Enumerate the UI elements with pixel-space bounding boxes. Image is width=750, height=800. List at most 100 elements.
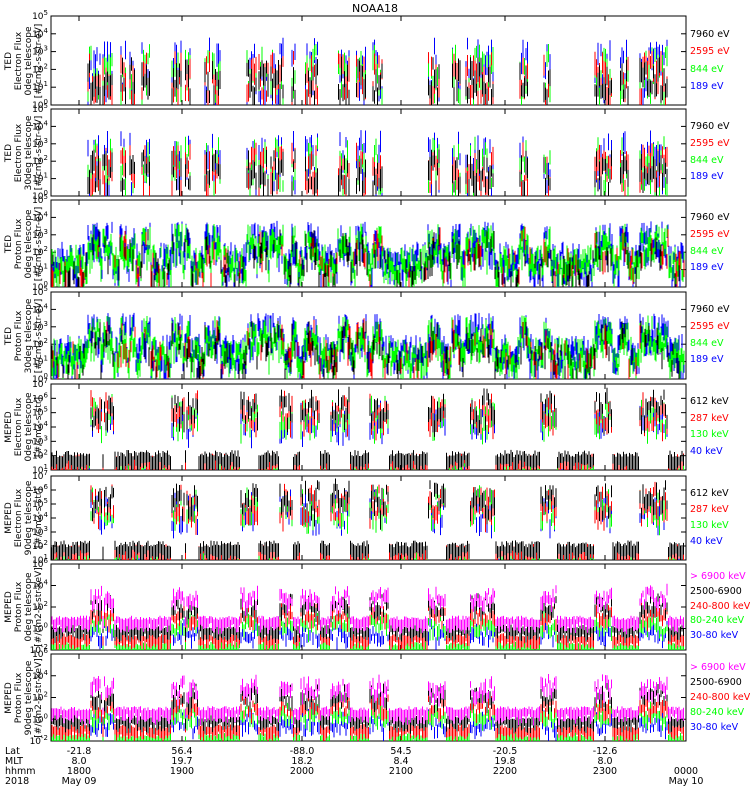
panel-frame (50, 15, 687, 106)
legend-entry: 40 keV (690, 536, 723, 547)
y-axis-label-line: Electron Flux (14, 488, 24, 548)
x-tick-label-date: May 10 (668, 776, 704, 787)
legend-panel-4: 7960 eV 2595 eV 844 eV 189 eV (690, 302, 730, 369)
legend-entry: 2595 eV (690, 46, 730, 58)
y-axis-label-line: MEPED (4, 502, 14, 534)
legend-entry: 7960 eV (690, 29, 730, 40)
y-axis-label-line: 90deg telescope (24, 660, 34, 735)
x-row-label-lat: Lat (5, 746, 20, 757)
legend-panel-3: 7960 eV 2595 eV 844 eV 189 eV (690, 210, 730, 277)
legend-entry: > 6900 keV (690, 662, 746, 673)
figure-title: NOAA18 (351, 2, 399, 15)
x-tick-label-lat: -21.8 (66, 746, 92, 757)
y-axis-label-text: MEPED Electron Flux 90deg telescope [#/cm2-… (4, 481, 44, 556)
x-tick-label-lat: -12.6 (592, 746, 618, 757)
x-row-label-mlt: MLT (5, 756, 23, 767)
y-axis-label-line: [#/cm2-s-str-eV] (34, 206, 44, 281)
y-axis-label-line: Proton Flux (14, 581, 24, 633)
y-axis-label-line: [#/cm2-s-str-eV] (34, 23, 44, 98)
x-tick-label-hhmm: 0000 (673, 766, 699, 777)
data-traces (87, 37, 668, 105)
legend-entry: 30-80 keV (690, 630, 739, 642)
x-tick-label-mlt: 8.4 (393, 756, 409, 767)
y-axis-label-line: TED (4, 143, 14, 162)
legend-entry: 80-240 keV (690, 707, 745, 718)
x-tick-label-lat: -88.0 (289, 746, 315, 757)
y-axis-label-line: Electron Flux (14, 31, 24, 90)
y-axis-label-line: [#/cm2-s-str-eV] (34, 115, 44, 190)
legend-entry: 240-800 keV (690, 692, 750, 703)
legend-entry: 287 keV (690, 412, 729, 424)
legend-entry: 7960 eV (690, 304, 730, 315)
trace-7960-ev (51, 320, 680, 379)
y-axis-label-text: TED Proton Flux 30deg telescope [#/cm2-s-st… (4, 298, 44, 373)
x-row-label-hhmm: hhmm (5, 766, 36, 777)
legend-entry: 844 eV (690, 245, 724, 257)
y-axis-label-line: 30deg telescope (24, 115, 34, 190)
trace-7960-ev (87, 149, 668, 196)
y-axis-label-line: Proton Flux (14, 310, 24, 361)
x-tick-label-mlt: 18.2 (291, 756, 313, 767)
legend-entry: 189 eV (690, 354, 724, 366)
legend-entry: 287 keV (690, 504, 729, 515)
y-axis-label-line: [#/cm2-s-str] (34, 487, 44, 549)
y-axis-label-line: Electron Flux (14, 397, 24, 457)
y-axis-label-line: Proton Flux (14, 218, 24, 269)
legend-entry: 2595 eV (690, 320, 730, 332)
y-axis-label-line: Proton Flux (14, 672, 24, 723)
legend-entry: 2595 eV (690, 137, 730, 149)
legend-entry: 130 keV (690, 520, 729, 531)
data-traces (87, 130, 668, 196)
data-traces (51, 583, 684, 650)
y-axis-label-line: 0deg telescope (24, 208, 34, 279)
y-axis-label-text: MEPED Proton Flux 90deg telescope [#/cm2-s-… (4, 658, 44, 737)
y-axis-label-text: TED Proton Flux 0deg telescope [#/cm2-s-str… (4, 206, 44, 281)
x-tick-label-mlt: 19.7 (171, 756, 193, 767)
x-tick-label-hhmm: 2000 (289, 766, 315, 777)
y-axis-label-line: MEPED (4, 681, 14, 714)
x-tick-label-hhmm: 2300 (592, 766, 618, 777)
x-tick-label-hhmm: 1800 (66, 766, 92, 777)
legend-entry: 80-240 keV (690, 615, 745, 627)
x-tick-label-lat: 54.5 (390, 746, 412, 757)
legend-panel-7: > 6900 keV 2500-6900 240-800 keV 80-240 keV… (690, 570, 750, 644)
legend-entry: > 6900 keV (690, 571, 746, 582)
legend-panel-6: 612 keV 287 keV 130 keV 40 keV (690, 486, 729, 550)
y-axis-label-line: 0deg telescope (24, 572, 34, 642)
y-axis-label-text: TED Electron Flux 30deg telescope [#/cm2-s-… (4, 115, 44, 190)
trace--6900-kev (51, 674, 684, 726)
x-tick-label-lat: -20.5 (492, 746, 518, 757)
y-axis-label-line: [#/cm2-s-str-keV] (34, 657, 44, 738)
legend-entry: 30-80 keV (690, 722, 739, 733)
legend-entry: 844 eV (690, 154, 724, 166)
data-traces (51, 312, 685, 379)
legend-entry: 7960 eV (690, 121, 730, 132)
x-tick-label-mlt: 8.0 (597, 756, 613, 767)
x-row-label-year: 2018 (5, 776, 30, 787)
y-axis-label-line: Electron Flux (14, 123, 24, 182)
trace--6900-kev (51, 583, 684, 635)
y-axis-label-text: MEPED Electron Flux 0deg telescope [#/cm2-s… (4, 392, 44, 461)
y-axis-label-line: TED (4, 51, 14, 70)
y-axis-label-text: TED Electron Flux 0deg telescope [#/cm2-s-s… (4, 23, 44, 98)
trace-7960-ev (52, 229, 680, 287)
y-axis-label-line: [#/cm2-s-str] (34, 396, 44, 458)
trace-7960-ev (87, 56, 668, 105)
x-tick-label-mlt: 19.8 (494, 756, 516, 767)
y-axis-label-line: 0deg telescope (24, 392, 34, 462)
legend-entry: 240-800 keV (690, 600, 750, 612)
data-traces (51, 220, 685, 287)
y-axis-label-line: TED (4, 234, 14, 253)
x-tick-label-hhmm: 1900 (169, 766, 195, 777)
legend-entry: 612 keV (690, 488, 729, 499)
trace-30-80-kev (90, 618, 668, 650)
